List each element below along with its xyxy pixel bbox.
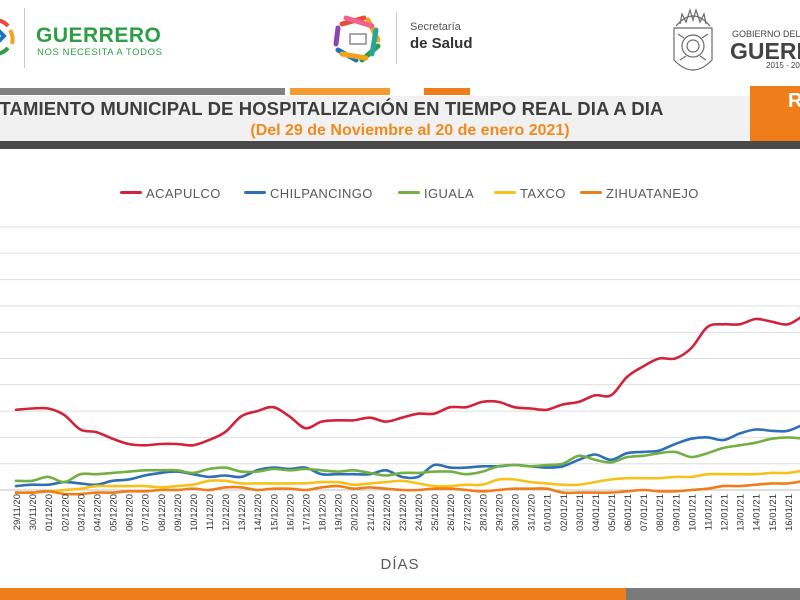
x-tick-label: 15/01/21	[768, 494, 779, 531]
x-tick-label: 22/12/20	[382, 494, 393, 531]
x-tick-label: 14/12/20	[253, 494, 264, 531]
x-tick-label: 28/12/20	[478, 494, 489, 531]
x-tick-label: 18/12/20	[318, 494, 329, 531]
title-underline	[0, 141, 800, 149]
x-tick-label: 10/12/20	[189, 494, 200, 531]
header: GUERRERO NOS NECESITA A TODOS Secretaría…	[0, 0, 800, 88]
line-chart: 29/11/20 30/11/20 01/12/20 02/12/20 03/12/20…	[0, 226, 800, 531]
chart-title: RTAMIENTO MUNICIPAL DE HOSPITALIZACIÓN E…	[0, 98, 664, 119]
x-tick-label: 04/12/20	[92, 494, 103, 531]
legend-label: ZIHUATANEJO	[606, 186, 699, 201]
x-tick-label: 19/12/20	[334, 494, 345, 531]
gobierno-period: 2015 - 20	[766, 61, 800, 70]
legend-item-chilpancingo: CHILPANCINGO	[244, 186, 373, 204]
x-tick-label: 16/01/21	[784, 494, 795, 531]
header-bar-orange-1	[290, 88, 390, 95]
x-tick-label: 16/12/20	[285, 494, 296, 531]
divider	[396, 12, 397, 64]
legend-swatch	[580, 191, 602, 195]
chart-subtitle: (Del 29 de Noviembre al 20 de enero 2021…	[250, 122, 570, 139]
legend-swatch	[494, 191, 516, 195]
x-tick-label: 27/12/20	[462, 494, 473, 531]
footer-bar-gray	[626, 588, 800, 600]
x-tick-label: 20/12/20	[350, 494, 361, 531]
x-tick-label: 09/12/20	[173, 494, 184, 531]
x-tick-label: 24/12/20	[414, 494, 425, 531]
x-tick-label: 06/12/20	[125, 494, 136, 531]
x-tick-label: 11/12/20	[205, 494, 216, 530]
x-tick-label: 12/01/21	[720, 494, 731, 531]
x-tick-label: 29/11/20	[12, 494, 23, 530]
footer-bar-orange	[0, 588, 626, 600]
series-line-acapulco	[14, 316, 800, 447]
salud-label-secretaria: Secretaría	[410, 21, 461, 33]
x-tick-label: 14/01/21	[752, 494, 763, 531]
x-tick-label: 03/12/20	[76, 494, 87, 531]
legend-label: CHILPANCINGO	[270, 186, 373, 201]
x-tick-label: 02/01/21	[559, 494, 570, 531]
legend-swatch	[398, 191, 420, 195]
gobierno-state-name: GUERRE	[730, 38, 800, 64]
gobierno-label: GOBIERNO DEL E	[732, 29, 800, 39]
x-tick-label: 13/01/21	[736, 494, 747, 531]
legend-item-iguala: IGUALA	[398, 186, 474, 204]
x-tick-label: 25/12/20	[430, 494, 441, 531]
salud-logo-icon	[333, 15, 381, 63]
x-tick-label: 05/01/21	[607, 494, 618, 531]
x-tick-label: 13/12/20	[237, 494, 248, 531]
series-line-chilpancingo	[14, 424, 800, 488]
x-tick-label: 07/01/21	[639, 494, 650, 531]
legend-item-acapulco: ACAPULCO	[120, 186, 221, 204]
x-tick-label: 09/01/21	[671, 494, 682, 531]
header-bar-gray	[0, 88, 285, 95]
x-tick-label: 11/01/21	[704, 494, 715, 530]
x-tick-label: 01/12/20	[44, 494, 55, 531]
legend-label: TAXCO	[520, 186, 566, 201]
series-line-iguala	[14, 436, 800, 484]
x-tick-label: 12/12/20	[221, 494, 232, 531]
x-tick-label: 01/01/21	[543, 494, 554, 531]
x-tick-label: 15/12/20	[269, 494, 280, 531]
series-line-zihuatanejo	[14, 480, 800, 496]
x-tick-label: 23/12/20	[398, 494, 409, 531]
x-tick-label: 07/12/20	[141, 494, 152, 531]
state-shield-icon	[673, 8, 713, 71]
title-band	[0, 96, 750, 141]
x-tick-label: 29/12/20	[494, 494, 505, 531]
x-tick-label: 21/12/20	[366, 494, 377, 531]
legend-label: ACAPULCO	[146, 186, 221, 201]
x-tick-label: 03/01/21	[575, 494, 586, 531]
divider	[24, 8, 25, 68]
x-tick-label: 30/12/20	[511, 494, 522, 531]
legend-item-taxco: TAXCO	[494, 186, 566, 204]
legend-swatch	[120, 191, 142, 195]
x-tick-label: 04/01/21	[591, 494, 602, 531]
x-tick-label: 06/01/21	[623, 494, 634, 531]
legend-swatch	[244, 191, 266, 195]
x-tick-label: 02/12/20	[60, 494, 71, 531]
orange-tab: R	[750, 86, 800, 141]
guerrero-title: GUERRERO	[36, 24, 162, 47]
tab-letter: R	[788, 90, 800, 112]
x-tick-label: 08/01/21	[655, 494, 666, 531]
x-tick-label: 17/12/20	[302, 494, 313, 531]
x-tick-label: 31/12/20	[527, 494, 538, 531]
x-tick-label: 26/12/20	[446, 494, 457, 531]
x-axis-label: DÍAS	[380, 556, 420, 573]
header-bar-orange-2	[424, 88, 470, 95]
guerrero-logo-icon	[0, 18, 15, 56]
x-tick-label: 10/01/21	[687, 494, 698, 531]
legend-label: IGUALA	[424, 186, 475, 201]
x-tick-label: 05/12/20	[109, 494, 120, 531]
x-tick-label: 30/11/20	[28, 494, 39, 530]
salud-label-de-salud: de Salud	[410, 35, 473, 52]
x-tick-label: 08/12/20	[157, 494, 168, 531]
chart-legend: ACAPULCO CHILPANCINGO IGUALA TAXCO ZIHUA…	[120, 186, 800, 204]
series-line-taxco	[14, 469, 800, 494]
guerrero-subtitle: NOS NECESITA A TODOS	[37, 47, 163, 58]
legend-item-zihuatanejo: ZIHUATANEJO	[580, 186, 699, 204]
